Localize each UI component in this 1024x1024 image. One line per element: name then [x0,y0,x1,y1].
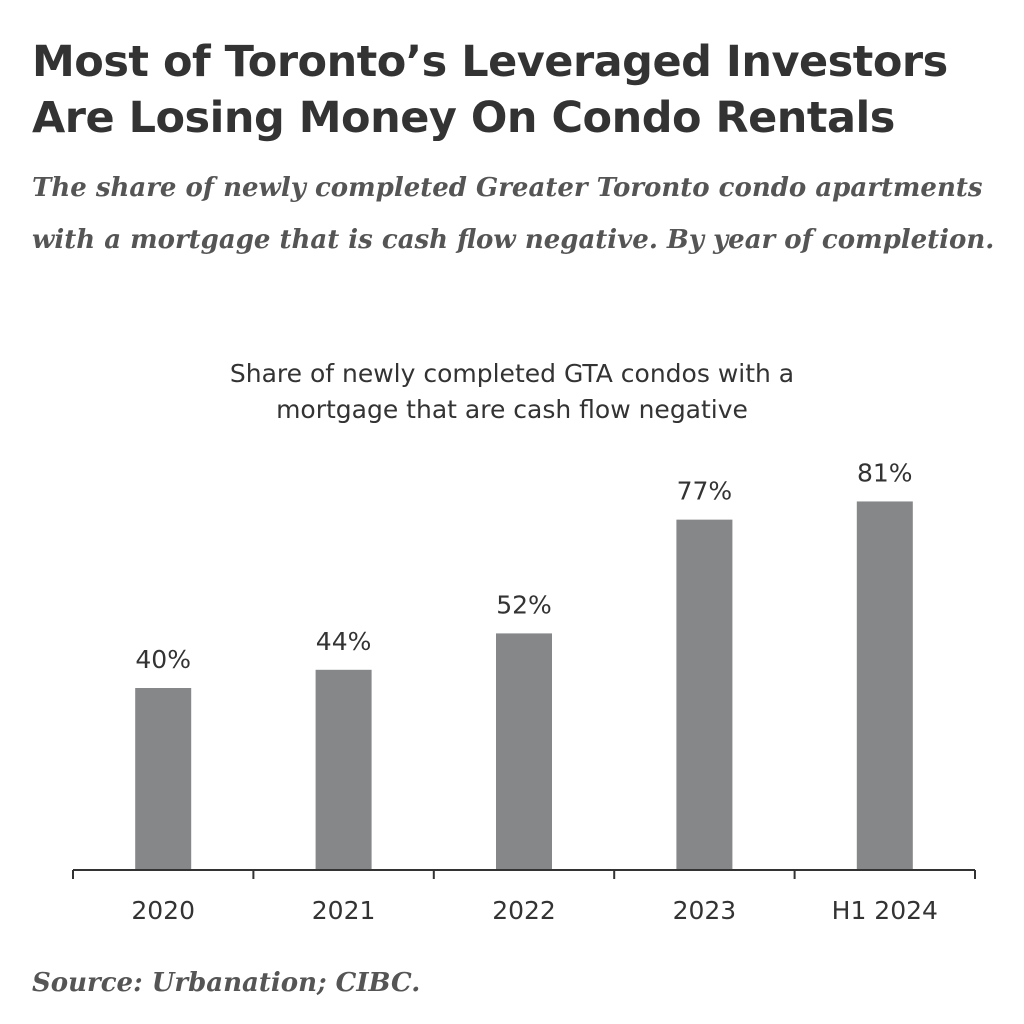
value-label: 77% [677,477,733,506]
chart-title: Share of newly completed GTA condos with… [229,359,795,424]
bar [856,501,913,870]
source: Source: Urbanation; CIBC. [32,968,421,998]
x-tick-label: H1 2024 [832,896,938,925]
x-tick-label: 2023 [673,896,737,925]
value-label: 81% [857,458,913,487]
value-label: 44% [316,627,372,656]
x-tick-label: 2022 [492,896,556,925]
x-tick-label: 2020 [131,896,195,925]
bar [315,669,372,870]
bar [676,519,733,870]
value-label: 52% [496,590,552,619]
bar [135,688,192,870]
bar [496,633,552,870]
value-label: 40% [135,645,191,674]
title: Most of Toronto’s Leveraged Investors Ar… [32,37,948,143]
x-tick-label: 2021 [312,896,376,925]
subtitle: The share of newly completed Greater Tor… [32,173,995,255]
